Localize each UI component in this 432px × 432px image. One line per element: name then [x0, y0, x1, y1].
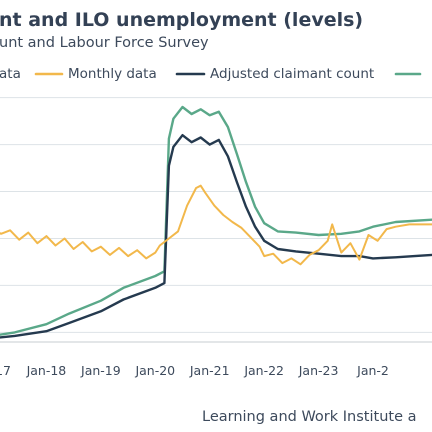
x-tick-label-3: Jan-20 [134, 363, 175, 378]
legend-label-ilo: ata [0, 66, 21, 82]
x-tick-label-2: Jan-19 [80, 363, 121, 378]
x-tick-label-4: Jan-21 [189, 363, 230, 378]
series-line-monthly [0, 184, 432, 266]
x-tick-label-5: Jan-22 [243, 363, 284, 378]
legend: ata Monthly data Adjusted claimant count [0, 66, 422, 82]
legend-label-adjusted: Adjusted claimant count [210, 66, 374, 82]
gridlines [0, 97, 432, 343]
legend-label-monthly: Monthly data [68, 66, 157, 82]
chart-title: nt and ILO unemployment (levels) [0, 9, 363, 31]
x-axis-labels: 17 Jan-18 Jan-19 Jan-20 Jan-21 Jan-22 Jan-23 Ja… [0, 363, 389, 378]
x-tick-label-1: Jan-18 [26, 363, 67, 378]
series-line-adjusted [0, 134, 432, 339]
source-note: Learning and Work Institute a [202, 409, 416, 425]
series-lines [0, 105, 432, 339]
x-tick-label-0: 17 [0, 363, 11, 378]
chart-subtitle: unt and Labour Force Survey [0, 35, 209, 51]
x-tick-label-7: Jan-2 [356, 363, 389, 378]
x-tick-label-6: Jan-23 [298, 363, 339, 378]
